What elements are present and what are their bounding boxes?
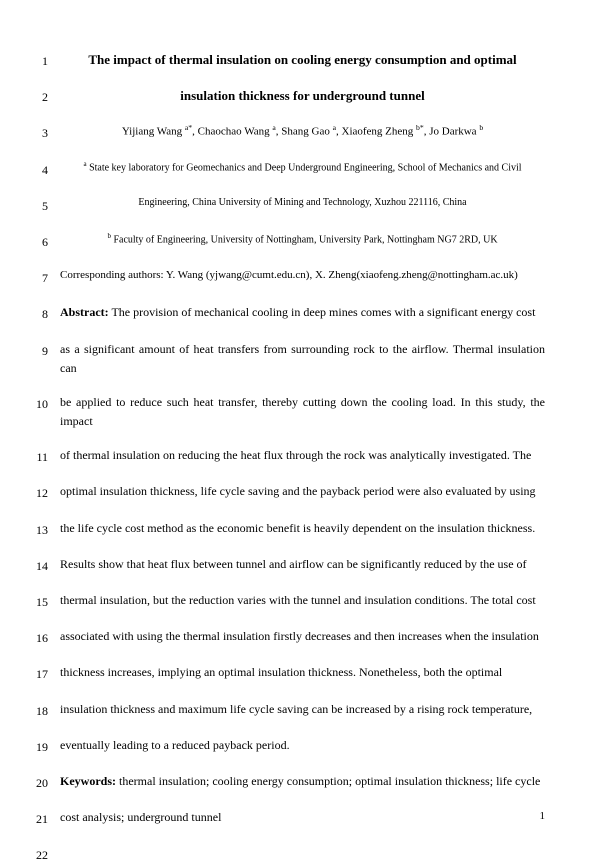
manuscript-line: 2insulation thickness for underground tu… xyxy=(30,86,545,107)
line-text: associated with using the thermal insula… xyxy=(60,627,545,646)
manuscript-page: 1The impact of thermal insulation on coo… xyxy=(30,50,545,866)
line-number: 4 xyxy=(30,159,60,180)
line-number: 22 xyxy=(30,844,60,865)
line-text: Keywords: thermal insulation; cooling en… xyxy=(60,772,545,791)
line-number: 10 xyxy=(30,393,60,414)
line-text: the life cycle cost method as the econom… xyxy=(60,519,545,538)
line-text: insulation thickness and maximum life cy… xyxy=(60,700,545,719)
line-text: a State key laboratory for Geomechanics … xyxy=(60,159,545,176)
manuscript-line: 12optimal insulation thickness, life cyc… xyxy=(30,482,545,503)
line-number: 2 xyxy=(30,86,60,107)
line-number: 17 xyxy=(30,663,60,684)
line-text: Abstract: The provision of mechanical co… xyxy=(60,303,545,322)
line-text: as a significant amount of heat transfer… xyxy=(60,340,545,378)
line-number: 18 xyxy=(30,700,60,721)
manuscript-line: 22 xyxy=(30,844,545,865)
manuscript-line: 8Abstract: The provision of mechanical c… xyxy=(30,303,545,324)
manuscript-line: 9as a significant amount of heat transfe… xyxy=(30,340,545,378)
line-text: Yijiang Wang a*, Chaochao Wang a, Shang … xyxy=(60,122,545,141)
manuscript-line: 3Yijiang Wang a*, Chaochao Wang a, Shang… xyxy=(30,122,545,143)
line-text: thermal insulation, but the reduction va… xyxy=(60,591,545,610)
line-text: Corresponding authors: Y. Wang (yjwang@c… xyxy=(60,267,545,285)
manuscript-line: 17thickness increases, implying an optim… xyxy=(30,663,545,684)
line-number: 1 xyxy=(30,50,60,71)
manuscript-line: 11of thermal insulation on reducing the … xyxy=(30,446,545,467)
manuscript-line: 1The impact of thermal insulation on coo… xyxy=(30,50,545,71)
line-text: cost analysis; underground tunnel xyxy=(60,808,545,827)
line-number: 15 xyxy=(30,591,60,612)
line-text: eventually leading to a reduced payback … xyxy=(60,736,545,755)
line-number: 9 xyxy=(30,340,60,361)
manuscript-line: 18insulation thickness and maximum life … xyxy=(30,700,545,721)
manuscript-line: 10be applied to reduce such heat transfe… xyxy=(30,393,545,431)
line-text: Engineering, China University of Mining … xyxy=(60,195,545,211)
line-number: 12 xyxy=(30,482,60,503)
line-number: 20 xyxy=(30,772,60,793)
line-number: 21 xyxy=(30,808,60,829)
line-number: 14 xyxy=(30,555,60,576)
line-text: b Faculty of Engineering, University of … xyxy=(60,231,545,248)
line-number: 6 xyxy=(30,231,60,252)
line-number: 11 xyxy=(30,446,60,467)
manuscript-line: 7Corresponding authors: Y. Wang (yjwang@… xyxy=(30,267,545,288)
line-text: be applied to reduce such heat transfer,… xyxy=(60,393,545,431)
line-text: insulation thickness for underground tun… xyxy=(60,86,545,107)
line-number: 5 xyxy=(30,195,60,216)
line-number: 19 xyxy=(30,736,60,757)
line-number: 13 xyxy=(30,519,60,540)
line-text: Results show that heat flux between tunn… xyxy=(60,555,545,574)
manuscript-line: 5Engineering, China University of Mining… xyxy=(30,195,545,216)
line-text: thickness increases, implying an optimal… xyxy=(60,663,545,682)
manuscript-line: 19eventually leading to a reduced paybac… xyxy=(30,736,545,757)
line-number: 3 xyxy=(30,122,60,143)
manuscript-line: 15thermal insulation, but the reduction … xyxy=(30,591,545,612)
manuscript-line: 4a State key laboratory for Geomechanics… xyxy=(30,159,545,180)
line-text: The impact of thermal insulation on cool… xyxy=(60,50,545,71)
line-number: 8 xyxy=(30,303,60,324)
manuscript-line: 14Results show that heat flux between tu… xyxy=(30,555,545,576)
line-text: of thermal insulation on reducing the he… xyxy=(60,446,545,465)
manuscript-line: 21cost analysis; underground tunnel xyxy=(30,808,545,829)
manuscript-line: 13the life cycle cost method as the econ… xyxy=(30,519,545,540)
line-number: 16 xyxy=(30,627,60,648)
manuscript-line: 16associated with using the thermal insu… xyxy=(30,627,545,648)
manuscript-line: 6b Faculty of Engineering, University of… xyxy=(30,231,545,252)
line-text: optimal insulation thickness, life cycle… xyxy=(60,482,545,501)
page-number: 1 xyxy=(540,810,546,822)
manuscript-line: 20Keywords: thermal insulation; cooling … xyxy=(30,772,545,793)
line-number: 7 xyxy=(30,267,60,288)
